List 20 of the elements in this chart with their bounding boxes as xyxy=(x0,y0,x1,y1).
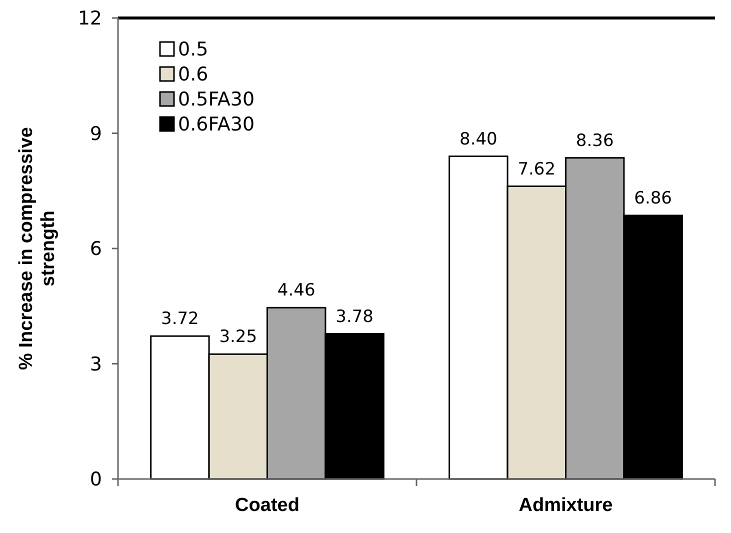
y-tick-label: 12 xyxy=(78,8,102,30)
x-tick-label: Admixture xyxy=(518,495,613,516)
x-tick-label: Coated xyxy=(235,495,300,516)
y-tick-label: 0 xyxy=(90,468,102,491)
text: 4.46 xyxy=(277,280,316,301)
text: 3.78 xyxy=(336,306,374,327)
legend-label: 0.6 xyxy=(178,64,208,86)
text: 8.40 xyxy=(460,129,498,150)
text: 6.86 xyxy=(634,188,672,208)
y-tick-label: 6 xyxy=(90,238,102,260)
legend-label: 0.5FA30 xyxy=(178,88,255,111)
text: 7.62 xyxy=(518,159,556,180)
text: 8.36 xyxy=(576,130,614,151)
text: 3.25 xyxy=(219,327,258,348)
y-tick-label: 3 xyxy=(90,353,102,376)
y-tick-label: 9 xyxy=(90,122,102,145)
legend-label: 0.6FA30 xyxy=(178,114,255,136)
text: 3.72 xyxy=(161,309,199,330)
legend-label: 0.5 xyxy=(178,38,208,61)
y-axis-title: % Increase in compressive strength xyxy=(16,127,59,370)
